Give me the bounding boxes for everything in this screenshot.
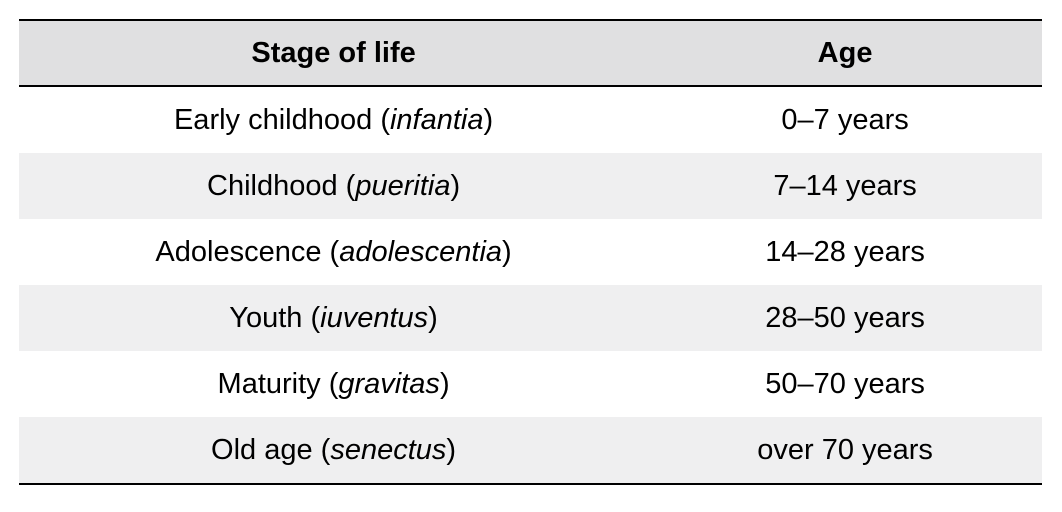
table-row: Maturity (gravitas) 50–70 years	[19, 351, 1042, 417]
stage-cell: Maturity (gravitas)	[19, 351, 649, 417]
table-row: Youth (iuventus) 28–50 years	[19, 285, 1042, 351]
stage-name: Youth	[229, 301, 303, 334]
latin-close-paren: )	[439, 367, 450, 400]
latin-close-paren: )	[502, 235, 512, 268]
header-row: Stage of life Age	[19, 20, 1042, 87]
age-cell: 0–7 years	[648, 86, 1042, 153]
age-cell: 50–70 years	[648, 351, 1042, 417]
age-cell: 28–50 years	[648, 285, 1042, 351]
column-header-age: Age	[648, 20, 1042, 87]
latin-close-paren: )	[483, 103, 494, 136]
latin-term: gravitas	[338, 367, 440, 400]
latin-open-paren: (	[337, 169, 356, 202]
latin-close-paren: )	[450, 169, 461, 202]
latin-open-paren: (	[321, 235, 340, 268]
stage-cell: Early childhood (infantia)	[19, 86, 649, 153]
latin-term: adolescentia	[339, 235, 503, 268]
stage-name: Childhood	[207, 169, 338, 202]
stage-name: Adolescence	[155, 235, 322, 268]
latin-open-paren: (	[302, 301, 321, 334]
table-row: Old age (senectus) over 70 years	[19, 417, 1042, 484]
column-header-stage: Stage of life	[19, 20, 649, 87]
stage-cell: Youth (iuventus)	[19, 285, 649, 351]
latin-open-paren: (	[312, 433, 331, 466]
table-body: Early childhood (infantia) 0–7 years Chi…	[19, 86, 1042, 484]
stage-cell: Adolescence (adolescentia)	[19, 219, 649, 285]
table-row: Childhood (pueritia) 7–14 years	[19, 153, 1042, 219]
latin-close-paren: )	[446, 433, 457, 466]
table-row: Adolescence (adolescentia) 14–28 years	[19, 219, 1042, 285]
latin-term: iuventus	[320, 301, 429, 334]
table-header: Stage of life Age	[19, 20, 1042, 87]
stages-of-life-table: Stage of life Age Early childhood (infan…	[19, 19, 1042, 485]
latin-open-paren: (	[320, 367, 339, 400]
latin-term: senectus	[330, 433, 447, 466]
stage-name: Early childhood	[173, 103, 373, 136]
stage-cell: Childhood (pueritia)	[19, 153, 649, 219]
age-cell: over 70 years	[648, 417, 1042, 484]
latin-open-paren: (	[372, 103, 390, 136]
stage-name: Old age	[211, 433, 313, 466]
stage-name: Maturity	[217, 367, 321, 400]
latin-term: pueritia	[355, 169, 451, 202]
latin-close-paren: )	[428, 301, 438, 334]
stage-cell: Old age (senectus)	[19, 417, 649, 484]
latin-term: infantia	[389, 103, 484, 136]
age-cell: 14–28 years	[648, 219, 1042, 285]
age-cell: 7–14 years	[648, 153, 1042, 219]
table-row: Early childhood (infantia) 0–7 years	[19, 86, 1042, 153]
